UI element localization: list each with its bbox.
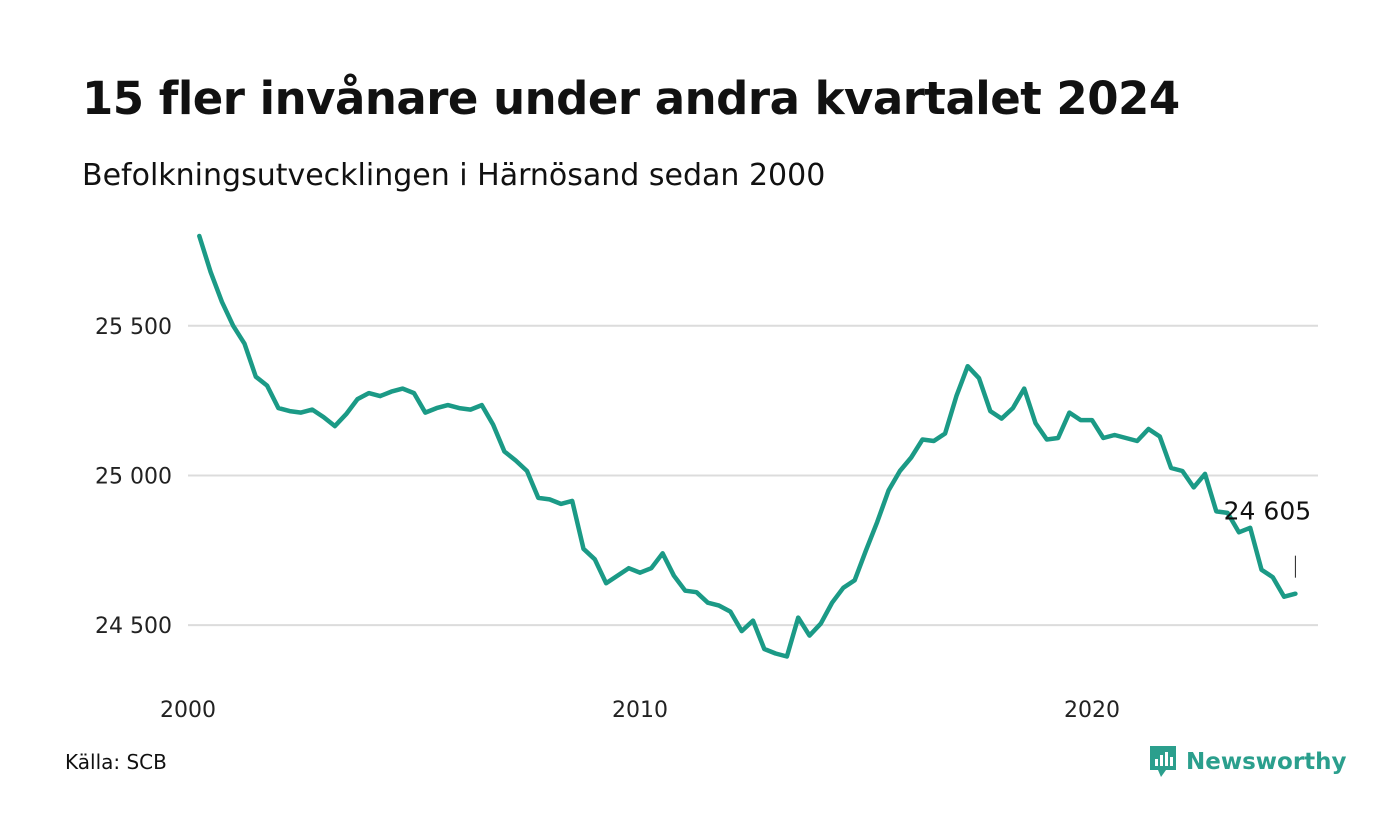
population-series-line — [197, 233, 1298, 659]
y-axis-ticks: 24 500 25 000 25 500 — [95, 315, 172, 639]
chart-title: 15 fler invånare under andra kvartalet 2… — [82, 72, 1180, 125]
x-tick-label: 2010 — [612, 698, 668, 723]
x-axis-ticks: 2000 2010 2020 — [160, 698, 1120, 723]
y-tick-label: 25 500 — [95, 315, 172, 340]
brand-name: Newsworthy — [1186, 749, 1347, 775]
gridlines — [188, 324, 1318, 627]
population-line-chart: 24 500 25 000 25 500 2000 2010 2020 24 605 — [95, 233, 1318, 723]
chart-subtitle: Befolkningsutvecklingen i Härnösand seda… — [82, 158, 826, 193]
x-tick-label: 2020 — [1064, 698, 1120, 723]
newsworthy-logo[interactable]: Newsworthy — [1148, 744, 1347, 780]
y-tick-label: 24 500 — [95, 614, 172, 639]
end-value-label: 24 605 — [1224, 497, 1311, 526]
newsworthy-logo-icon — [1150, 746, 1176, 777]
source-note: Källa: SCB — [65, 750, 167, 774]
x-tick-label: 2000 — [160, 698, 216, 723]
y-tick-label: 25 000 — [95, 464, 172, 489]
